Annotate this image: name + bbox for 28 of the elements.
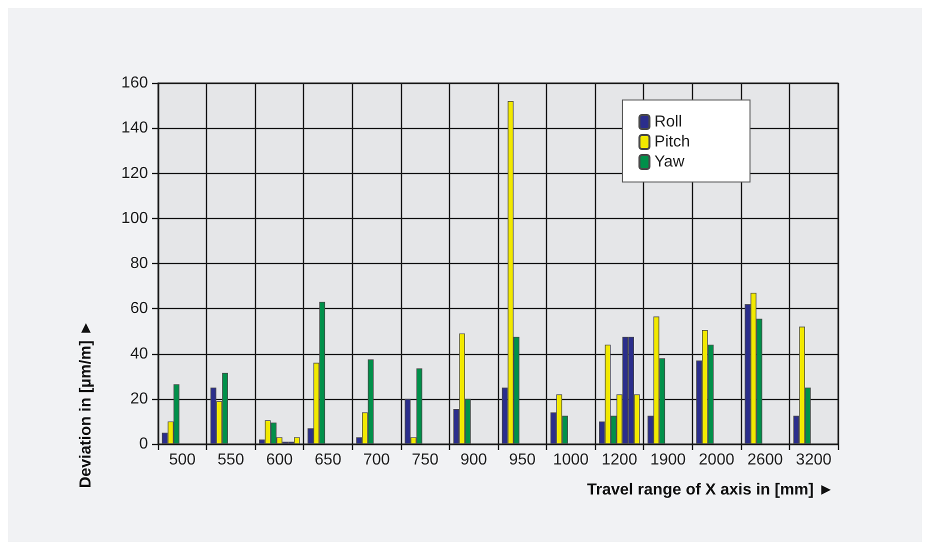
x-tick-label: 2000 (698, 452, 734, 468)
y-tick-label: 0 (139, 436, 148, 452)
x-tick-label: 1000 (553, 452, 589, 468)
x-tick-label: 3200 (796, 452, 832, 468)
legend-label: Pitch (654, 134, 690, 150)
y-tick-label: 120 (121, 164, 148, 182)
y-tick-label: 60 (130, 300, 148, 318)
y-axis-title: Deviation in [µm/m] ► (78, 320, 94, 488)
y-tick-label: 20 (130, 390, 148, 408)
x-tick-label: 750 (412, 452, 439, 468)
x-tick-label: 1200 (602, 452, 638, 468)
x-tick-label: 2600 (747, 452, 784, 468)
x-tick-label: 1900 (650, 452, 686, 468)
legend-label: Roll (654, 114, 682, 130)
x-tick-label: 550 (218, 452, 244, 468)
x-tick-label: 950 (508, 452, 536, 468)
y-tick-label: 140 (121, 120, 148, 137)
y-tick-label: 40 (130, 345, 148, 362)
x-tick-label: 900 (460, 452, 488, 468)
x-tick-label: 500 (168, 452, 196, 468)
y-tick-label: 80 (130, 255, 148, 272)
y-tick-label: 160 (121, 74, 148, 92)
x-tick-label: 650 (314, 452, 342, 468)
x-tick-label: 600 (266, 452, 293, 468)
x-tick-label: 700 (363, 452, 390, 468)
x-axis-title: Travel range of X axis in [mm] ► (586, 482, 834, 498)
legend-label: Yaw (654, 154, 685, 170)
y-tick-label: 100 (121, 210, 148, 227)
